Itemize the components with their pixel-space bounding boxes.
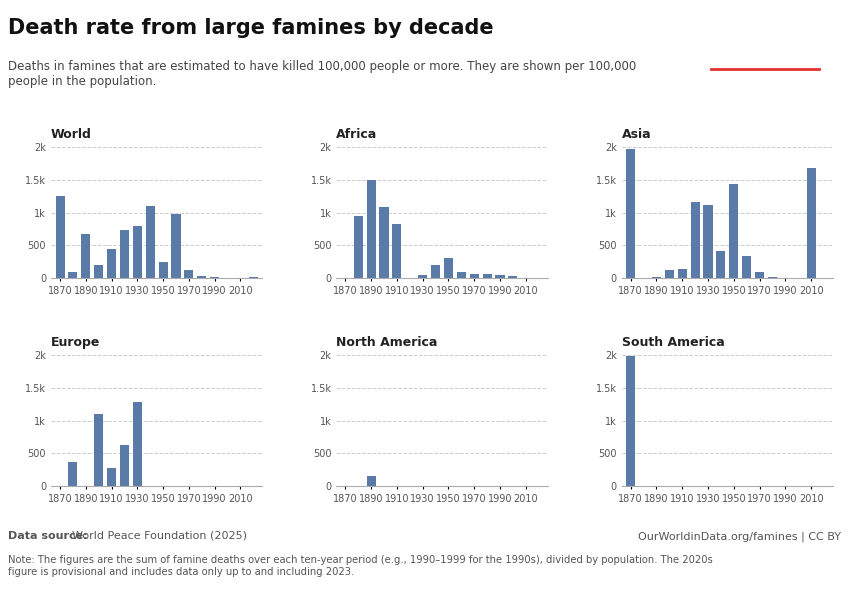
Bar [68, 272, 77, 278]
Bar [665, 269, 674, 278]
Bar [483, 274, 491, 278]
Text: South America: South America [621, 337, 724, 349]
Bar [626, 356, 635, 486]
Bar [145, 206, 155, 278]
Text: Our World: Our World [734, 28, 796, 38]
Bar [807, 168, 816, 278]
Bar [456, 272, 466, 278]
Bar [393, 224, 401, 278]
Bar [470, 274, 479, 278]
Bar [652, 277, 661, 278]
Bar [107, 248, 116, 278]
Bar [677, 269, 687, 278]
Bar [768, 277, 777, 278]
Bar [68, 463, 77, 486]
Bar [366, 476, 376, 486]
Text: World Peace Foundation (2025): World Peace Foundation (2025) [72, 531, 247, 541]
Bar [626, 149, 635, 278]
Bar [133, 226, 142, 278]
Bar [755, 272, 764, 278]
Text: Deaths in famines that are estimated to have killed 100,000 people or more. They: Deaths in famines that are estimated to … [8, 60, 637, 88]
Bar [444, 259, 453, 278]
Text: Africa: Africa [337, 128, 377, 142]
Bar [249, 277, 258, 278]
Bar [172, 214, 180, 278]
Bar [159, 262, 167, 278]
Bar [55, 196, 65, 278]
Bar [120, 230, 129, 278]
Bar [94, 265, 103, 278]
Bar [133, 402, 142, 486]
Text: in Data: in Data [743, 49, 787, 59]
Bar [184, 270, 194, 278]
Bar [690, 202, 700, 278]
Text: Europe: Europe [51, 337, 100, 349]
Bar [107, 467, 116, 486]
Bar [379, 208, 388, 278]
Text: World: World [51, 128, 92, 142]
Text: Asia: Asia [621, 128, 651, 142]
Bar [704, 205, 712, 278]
Text: Death rate from large famines by decade: Death rate from large famines by decade [8, 18, 494, 38]
Text: Note: The figures are the sum of famine deaths over each ten-year period (e.g., : Note: The figures are the sum of famine … [8, 555, 713, 577]
Bar [82, 234, 90, 278]
Text: Data source:: Data source: [8, 531, 92, 541]
Text: North America: North America [337, 337, 438, 349]
Bar [742, 256, 751, 278]
Bar [418, 275, 428, 278]
Bar [197, 275, 207, 278]
Bar [729, 184, 739, 278]
Bar [717, 251, 725, 278]
Bar [94, 414, 103, 486]
Bar [508, 275, 518, 278]
Bar [210, 277, 219, 278]
Bar [366, 180, 376, 278]
Bar [496, 275, 505, 278]
Bar [120, 445, 129, 486]
Text: OurWorldinData.org/famines | CC BY: OurWorldinData.org/famines | CC BY [638, 531, 842, 541]
Bar [354, 216, 363, 278]
Bar [431, 265, 440, 278]
